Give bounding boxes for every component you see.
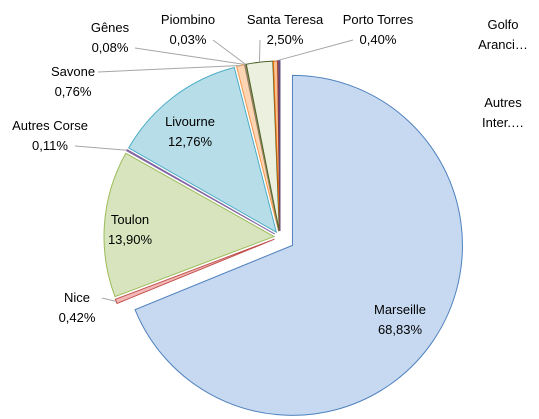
category-label: Nice bbox=[63, 290, 90, 305]
category-label: Autres Corse bbox=[12, 118, 88, 133]
value-label: 0,42% bbox=[58, 310, 96, 325]
value-label: 68,83% bbox=[377, 322, 423, 337]
value-label: 2,50% bbox=[266, 32, 304, 47]
value-label: 0,03% bbox=[169, 32, 207, 47]
pie-slice bbox=[134, 74, 463, 416]
category-label: Livourne bbox=[165, 114, 215, 129]
value-label: 0,11% bbox=[32, 138, 68, 153]
leader-line bbox=[258, 39, 261, 63]
slice-label: Golfo Aranci… bbox=[476, 15, 531, 55]
category-label: Marseille bbox=[373, 302, 427, 317]
slice-label: Toulon 13,90% bbox=[108, 210, 152, 250]
category-label: Savone bbox=[50, 64, 96, 79]
slice-label: Porto Torres 0,40% bbox=[343, 10, 414, 50]
category-label: Santa Teresa bbox=[246, 12, 324, 27]
slice-label: Marseille 68,83% bbox=[374, 300, 426, 340]
value-label: 0,08% bbox=[91, 40, 129, 55]
value-label: 0,40% bbox=[359, 32, 397, 47]
slice-label: Savone 0,76% bbox=[51, 62, 95, 102]
value-label: 0,76% bbox=[54, 84, 92, 99]
value-label: 13,90% bbox=[107, 232, 153, 247]
category-label: Toulon bbox=[110, 212, 150, 227]
category-label: Gênes bbox=[90, 20, 130, 35]
slice-label: Nice 0,42% bbox=[59, 288, 96, 328]
pie-slice bbox=[128, 66, 278, 234]
pie-slice bbox=[245, 60, 280, 232]
slice-label: Livourne 12,76% bbox=[165, 112, 215, 152]
category-label: Piombino bbox=[160, 12, 216, 27]
leader-line bbox=[134, 47, 246, 65]
leader-line bbox=[212, 39, 246, 65]
leader-line bbox=[101, 297, 117, 302]
slice-label: Piombino 0,03% bbox=[161, 10, 215, 50]
leader-line bbox=[97, 64, 241, 73]
leader-line bbox=[74, 145, 127, 151]
slice-label: Autres Corse 0,11% bbox=[12, 116, 88, 156]
value-label: 12,76% bbox=[167, 134, 213, 149]
slice-label: Gênes 0,08% bbox=[91, 18, 129, 58]
slice-label: Autres Inter.… bbox=[476, 93, 531, 133]
pie-slice bbox=[103, 152, 276, 298]
category-label: Golfo Aranci… bbox=[478, 17, 528, 52]
category-label: Porto Torres bbox=[342, 12, 414, 27]
category-label: Autres Inter.… bbox=[482, 95, 524, 130]
slice-label: Santa Teresa 2,50% bbox=[247, 10, 323, 50]
leader-line bbox=[275, 39, 354, 62]
pie-slice bbox=[278, 60, 281, 232]
